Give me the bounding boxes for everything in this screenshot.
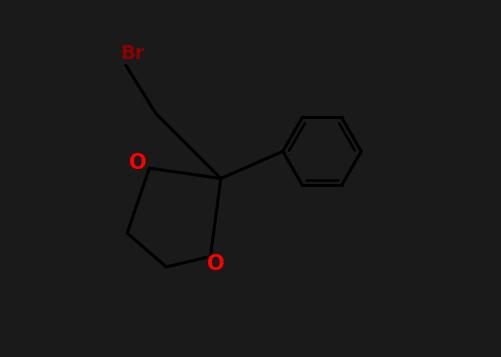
Text: O: O [207, 254, 224, 274]
Text: Br: Br [120, 44, 145, 63]
Text: O: O [129, 153, 146, 173]
